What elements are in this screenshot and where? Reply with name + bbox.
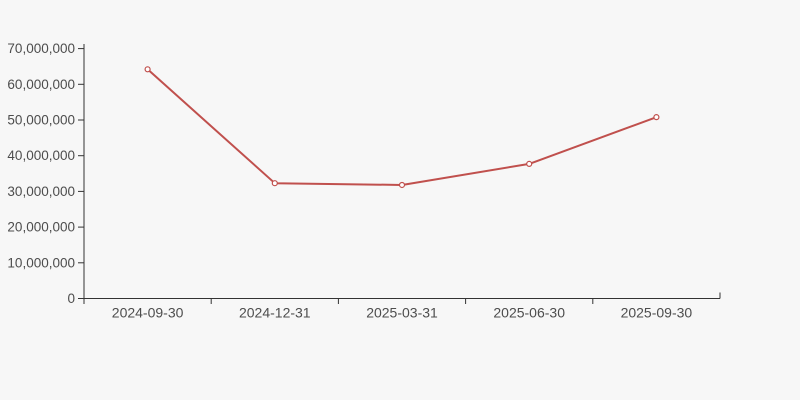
y-axis-tick-label: 40,000,000	[7, 148, 75, 163]
y-axis-tick-label: 0	[67, 291, 75, 306]
x-axis-tick-label: 2024-09-30	[112, 305, 184, 321]
data-point-marker[interactable]	[653, 114, 660, 121]
y-axis-tick-label: 70,000,000	[7, 41, 75, 56]
x-axis-tick-label: 2025-06-30	[493, 305, 565, 321]
data-point-marker[interactable]	[271, 180, 278, 187]
y-axis-tick-label: 60,000,000	[7, 77, 75, 92]
data-point-marker[interactable]	[398, 181, 406, 189]
x-axis-tick-label: 2025-03-31	[366, 305, 438, 321]
y-axis-tick-label: 50,000,000	[7, 113, 75, 128]
data-point-marker[interactable]	[144, 66, 151, 73]
x-axis-tick-label: 2024-12-31	[239, 305, 311, 321]
y-axis-tick-label: 30,000,000	[7, 184, 75, 199]
series-line	[146, 68, 658, 186]
y-axis-tick-label: 10,000,000	[7, 255, 75, 270]
x-axis-tick-label: 2025-09-30	[621, 305, 693, 321]
y-axis-tick-label: 20,000,000	[7, 220, 75, 235]
data-point-marker[interactable]	[526, 160, 533, 168]
